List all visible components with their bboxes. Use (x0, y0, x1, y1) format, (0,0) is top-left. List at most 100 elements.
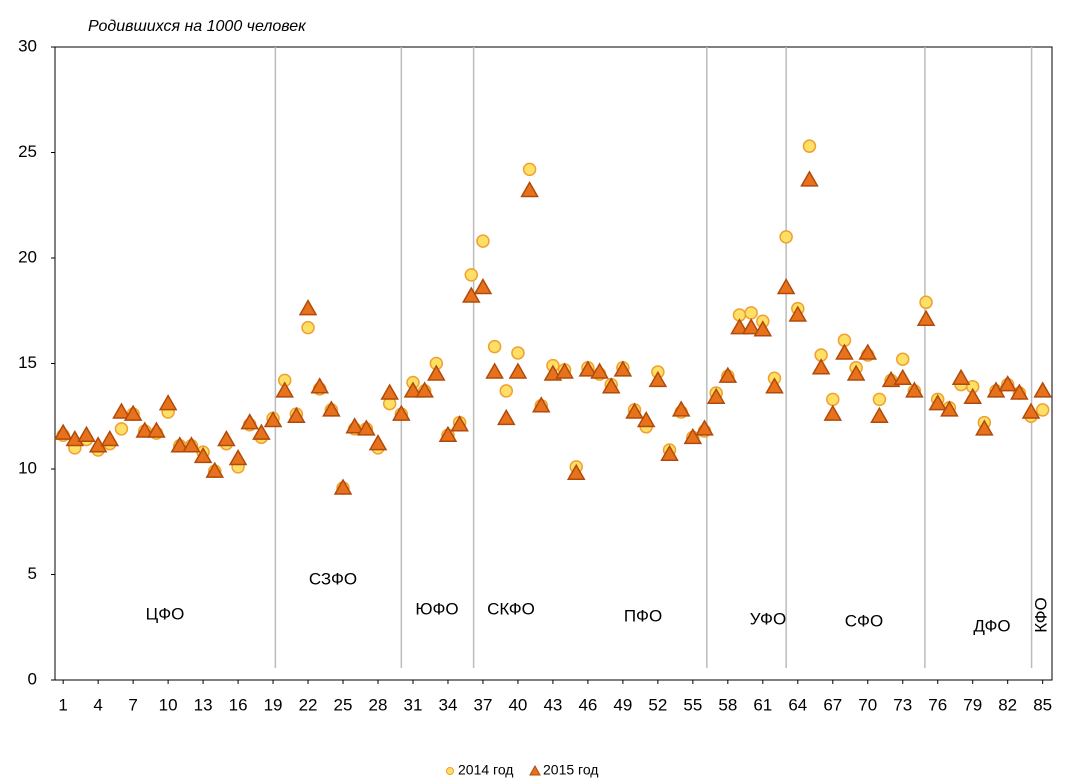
point (695, 419, 714, 436)
district-label: ПФО (624, 606, 662, 625)
point (112, 402, 131, 419)
point (252, 423, 271, 440)
point (301, 320, 315, 335)
point (811, 358, 831, 375)
point (298, 299, 318, 316)
point (476, 234, 490, 248)
x-tick-label: 43 (543, 695, 562, 714)
point (427, 364, 446, 381)
point (205, 461, 225, 478)
district-label: СФО (845, 611, 883, 630)
point (114, 422, 129, 436)
y-tick-label: 25 (18, 142, 37, 161)
point (496, 408, 516, 426)
district-label: ЦФО (146, 604, 185, 623)
x-tick-label: 22 (299, 695, 318, 714)
point (275, 381, 295, 398)
point (461, 286, 481, 303)
point (53, 423, 73, 440)
point (415, 381, 434, 398)
point (660, 444, 679, 461)
point (870, 406, 889, 423)
x-tick-label: 82 (998, 695, 1017, 714)
x-tick-label: 73 (893, 695, 912, 714)
point (1021, 402, 1041, 419)
y-tick-label: 0 (28, 669, 37, 688)
y-tick-label: 30 (18, 36, 37, 55)
point (240, 413, 260, 430)
point (753, 320, 773, 337)
point (287, 406, 306, 423)
point (779, 230, 793, 244)
point (671, 400, 691, 417)
point (485, 362, 504, 379)
legend-label: 2014 год (458, 762, 513, 778)
point (625, 402, 644, 419)
point (464, 268, 479, 282)
point (975, 419, 994, 436)
point (826, 392, 840, 407)
x-tick-label: 76 (928, 695, 947, 714)
point (916, 309, 936, 326)
point (741, 318, 761, 335)
point (531, 396, 551, 413)
point (333, 478, 353, 495)
district-label: СКФО (487, 599, 535, 618)
point (601, 377, 621, 394)
x-tick-label: 55 (683, 695, 702, 714)
point (217, 429, 236, 447)
point (613, 360, 633, 377)
point (77, 425, 96, 442)
point (228, 448, 248, 466)
legend-marker (529, 764, 541, 776)
point (147, 421, 166, 438)
point (520, 180, 539, 198)
point (322, 400, 341, 417)
point (345, 417, 364, 434)
district-label: СЗФО (309, 569, 357, 588)
district-label: УФО (750, 609, 786, 628)
point (1010, 383, 1029, 400)
x-tick-label: 10 (159, 695, 178, 714)
x-tick-label: 58 (718, 695, 737, 714)
x-tick-label: 46 (578, 695, 597, 714)
point (450, 415, 469, 432)
chart-title: Родившихся на 1000 человек (88, 18, 307, 35)
point (648, 370, 668, 388)
x-tick-label: 1 (58, 695, 67, 714)
x-tick-label: 85 (1033, 695, 1052, 714)
point (858, 343, 878, 360)
x-tick-label: 52 (648, 695, 667, 714)
point (846, 364, 866, 381)
x-tick-label: 19 (264, 695, 283, 714)
point (905, 381, 924, 398)
point (718, 366, 738, 383)
point (1035, 403, 1050, 417)
point (590, 362, 609, 379)
x-tick-label: 25 (334, 695, 353, 714)
point (100, 429, 120, 447)
point (310, 377, 329, 394)
point (895, 352, 910, 367)
point (368, 434, 388, 451)
point (1033, 381, 1052, 398)
point (998, 375, 1017, 392)
point (263, 410, 283, 428)
x-tick-label: 28 (369, 695, 388, 714)
point (438, 425, 458, 442)
x-tick-label: 4 (93, 695, 102, 714)
x-tick-label: 79 (963, 695, 982, 714)
point (683, 427, 703, 445)
point (158, 394, 178, 411)
point (135, 421, 155, 438)
x-tick-label: 64 (788, 695, 807, 714)
x-tick-label: 37 (473, 695, 492, 714)
point (636, 410, 656, 428)
y-tick-label: 10 (18, 458, 37, 477)
point (776, 278, 796, 295)
point (357, 419, 376, 436)
x-tick-label: 34 (439, 695, 458, 714)
point (522, 162, 537, 177)
point (823, 404, 843, 421)
